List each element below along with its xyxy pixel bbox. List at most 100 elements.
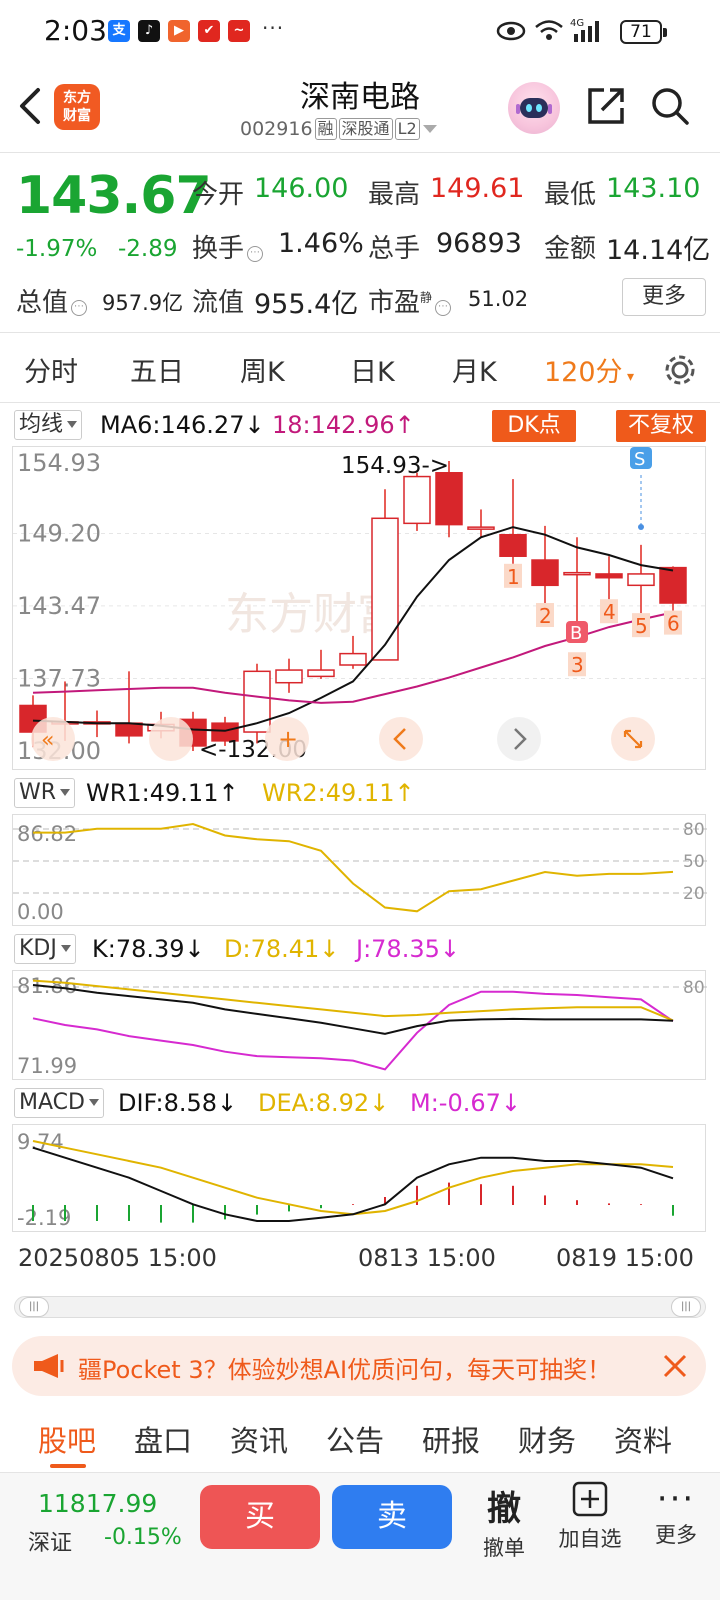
close-icon[interactable] xyxy=(660,1351,690,1381)
wr-level-50: 50 xyxy=(683,852,705,872)
svg-text:+: + xyxy=(278,725,298,753)
macd-y-bottom: -2.19 xyxy=(17,1206,71,1230)
zoom-out-icon[interactable] xyxy=(149,717,193,761)
wr-selector[interactable]: WR xyxy=(14,778,76,808)
amount-value: 14.14亿 xyxy=(606,235,711,266)
macd-indicator-row: MACD DIF:8.58↓ DEA:8.92↓ M:-0.67↓ xyxy=(0,1086,720,1122)
gear-icon[interactable] xyxy=(662,352,698,388)
chart-nav-controls: « + xyxy=(31,717,655,761)
turnover-value: 1.46% xyxy=(278,228,364,259)
sell-button[interactable]: 卖 xyxy=(332,1485,452,1549)
kdj-k-line xyxy=(32,984,674,1035)
tab-financials[interactable]: 财务 xyxy=(518,1424,577,1458)
indicator-selector[interactable]: 均线 xyxy=(14,410,83,440)
macd-m-value: M:-0.67↓ xyxy=(410,1089,521,1117)
index-change: -0.15% xyxy=(104,1525,182,1550)
rewind-icon[interactable] xyxy=(31,717,75,761)
kdj-chart[interactable]: 80 81.86 71.99 xyxy=(12,970,707,1080)
cancel-order-button[interactable]: 撤 撤单 xyxy=(464,1481,544,1562)
signal-badge xyxy=(504,563,522,588)
alipay-icon: 支 xyxy=(108,20,130,42)
tab-forum[interactable]: 股吧 xyxy=(38,1424,97,1458)
tab-weekly[interactable]: 周K xyxy=(240,357,285,388)
ma6-value: MA6:146.27↓ xyxy=(100,411,265,439)
divider xyxy=(0,152,720,153)
kdj-svg: 80 81.86 71.99 xyxy=(13,974,707,1078)
chevron-down-icon xyxy=(422,125,437,133)
tab-profile[interactable]: 资料 xyxy=(614,1424,673,1458)
search-icon[interactable] xyxy=(650,86,690,126)
signal-label: 1 xyxy=(507,565,520,589)
tab-research[interactable]: 研报 xyxy=(422,1424,481,1458)
signal-icon: 4G xyxy=(570,18,599,42)
level2-tag: L2 xyxy=(394,118,420,140)
macd-svg: 9.74 -2.19 xyxy=(17,1130,674,1230)
battery-indicator: 71 xyxy=(620,20,667,44)
share-icon[interactable] xyxy=(586,86,626,126)
back-icon[interactable] xyxy=(16,86,46,126)
prev-icon[interactable] xyxy=(379,717,423,761)
wr-chart[interactable]: 80 50 20 86.82 0.00 xyxy=(12,814,707,926)
macd-dea-value: DEA:8.92↓ xyxy=(258,1089,390,1117)
tab-monthly[interactable]: 月K xyxy=(452,357,497,388)
candle xyxy=(115,722,143,737)
tab-intraday[interactable]: 分时 xyxy=(24,357,78,388)
bottom-action-bar: 11817.99 深证 -0.15% 买 卖 撤 撤单 加自选 ··· 更多 xyxy=(0,1472,720,1600)
macd-chart[interactable]: 9.74 -2.19 xyxy=(12,1124,706,1232)
sell-signal-badge xyxy=(630,447,652,469)
wr-indicator-row: WR WR1:49.11↑ WR2:49.11↑ xyxy=(0,776,720,812)
tab-five-day[interactable]: 五日 xyxy=(130,357,184,388)
svg-text:«: « xyxy=(41,728,54,753)
ma6-line xyxy=(32,526,674,732)
info-icon: ⋯ xyxy=(71,300,88,316)
high-value: 149.61 xyxy=(430,173,525,204)
active-tab-underline xyxy=(50,1464,86,1468)
ai-assistant-avatar[interactable] xyxy=(508,82,560,134)
y-axis-label: 137.73 xyxy=(17,665,101,693)
stock-subtitle[interactable]: 002916 融 深股通 L2 xyxy=(240,118,438,140)
chart-scrollbar[interactable]: ||| ||| xyxy=(14,1296,706,1318)
kdj-j-line xyxy=(32,990,674,1071)
wr-level-80: 80 xyxy=(683,820,705,840)
next-icon[interactable] xyxy=(497,717,541,761)
mktcap-value: 957.9亿 xyxy=(102,291,184,315)
macd-dif-value: DIF:8.58↓ xyxy=(118,1089,238,1117)
add-square-icon xyxy=(572,1481,608,1517)
app-icon: ▶ xyxy=(168,20,190,42)
tab-announcements[interactable]: 公告 xyxy=(326,1424,385,1458)
tab-daily[interactable]: 日K xyxy=(350,357,395,388)
add-watchlist-label: 加自选 xyxy=(558,1527,622,1551)
adjust-button[interactable]: 不复权 xyxy=(616,410,706,442)
buy-button[interactable]: 买 xyxy=(200,1485,320,1549)
promo-banner[interactable]: 疆Pocket 3？体验妙想AI优质问句，每天可抽奖！ xyxy=(12,1336,706,1396)
tab-120min[interactable]: 120分 ▾ xyxy=(544,357,635,388)
megaphone-icon xyxy=(34,1354,64,1378)
mktcap-label[interactable]: 总值 ⋯ xyxy=(16,282,88,319)
status-time: 2:03 xyxy=(44,14,107,47)
scroll-handle-left[interactable]: ||| xyxy=(19,1297,49,1317)
kdj-indicator-row: KDJ K:78.39↓ D:78.41↓ J:78.35↓ xyxy=(0,932,720,968)
low-label: 最低 xyxy=(544,180,597,210)
add-watchlist-button[interactable]: 加自选 xyxy=(550,1481,630,1553)
volume-value: 96893 xyxy=(436,228,522,259)
tab-news[interactable]: 资讯 xyxy=(230,1424,289,1458)
kdj-y-bottom: 71.99 xyxy=(17,1054,77,1078)
tab-orderbook[interactable]: 盘口 xyxy=(134,1424,193,1458)
more-actions-button[interactable]: ··· 更多 xyxy=(636,1481,716,1549)
zoom-in-icon[interactable] xyxy=(265,717,309,761)
dk-point-button[interactable]: DK点 xyxy=(492,410,576,442)
more-button[interactable]: 更多 xyxy=(622,278,706,316)
turnover-label[interactable]: 换手 ⋯ xyxy=(192,228,264,265)
y-axis-label: 149.20 xyxy=(17,519,101,547)
macd-selector[interactable]: MACD xyxy=(14,1088,104,1118)
kdj-selector[interactable]: KDJ xyxy=(14,934,76,964)
info-icon: ⋯ xyxy=(435,300,452,316)
amount-label: 金额 xyxy=(544,234,597,264)
candle xyxy=(275,669,303,684)
candle xyxy=(339,652,367,666)
pe-label[interactable]: 市盈静⋯ xyxy=(368,282,452,319)
signal-badge xyxy=(664,610,682,635)
scroll-handle-right[interactable]: ||| xyxy=(671,1297,701,1317)
change-percent: -1.97% xyxy=(16,236,98,262)
